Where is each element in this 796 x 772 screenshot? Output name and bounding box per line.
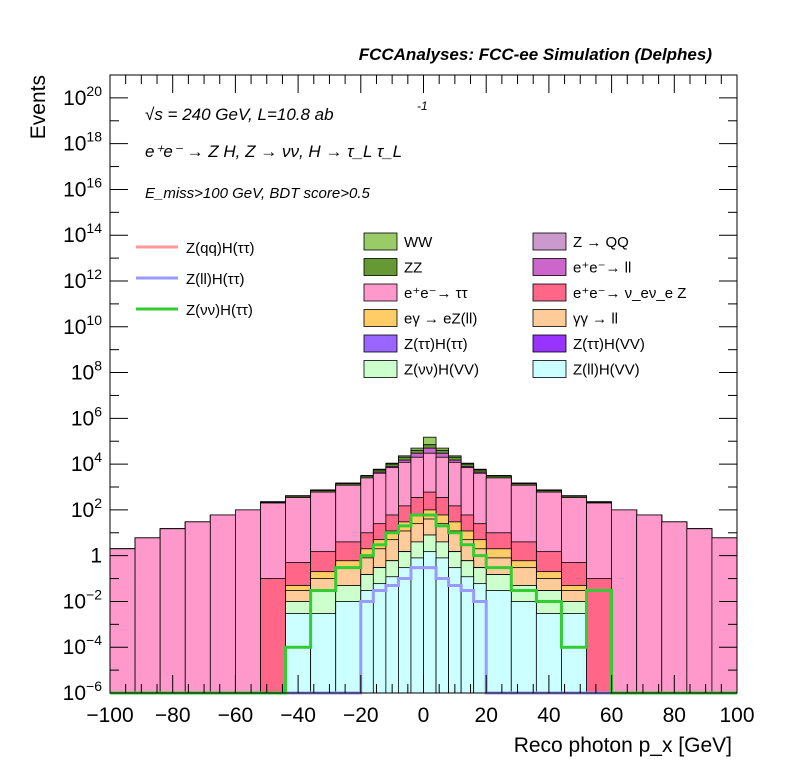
bar-e-e-	[686, 528, 713, 694]
bar-z-ll-h-vv-	[410, 557, 424, 694]
y-tick-label: 1014	[63, 220, 102, 247]
legend-box-swatch	[532, 232, 567, 251]
bar-e-e-	[636, 514, 663, 694]
y-tick-label: 1012	[63, 266, 102, 293]
annotation-process: e⁺e⁻ → Z H, Z → νν, H → τ_L τ_L	[145, 142, 402, 161]
annotation-energy: √s = 240 GeV, L=10.8 ab -1	[145, 99, 428, 124]
bar-z-ll-h-vv-	[510, 601, 537, 694]
stacked-bars	[109, 436, 738, 694]
legend-box-swatch	[532, 258, 567, 276]
bar-e-e-	[209, 514, 236, 694]
y-tick-label: 10−6	[63, 678, 103, 705]
x-tick-label: −100	[86, 704, 133, 727]
legend-box-swatch	[532, 283, 567, 302]
legend-box-swatch	[532, 309, 567, 327]
legend-label: Z(νν)H(VV)	[404, 362, 479, 379]
bar-e-e-	[184, 521, 211, 694]
legend-box-swatch	[532, 360, 567, 378]
bar-z-ll-h-vv-	[310, 613, 337, 694]
x-tick-label: −80	[155, 704, 191, 727]
legend-backgrounds-right: Z → QQ e⁺e⁻→ ll e⁺e⁻→ ν_eν_e Z γγ → ll Z(ττ)…	[532, 232, 686, 379]
legend-box-swatch	[363, 232, 398, 251]
legend-signals: Z(qq)H(ττ) Z(ll)H(ττ) Z(νν)H(ττ)	[136, 240, 255, 319]
legend-box-swatch	[363, 283, 398, 302]
bar-e-e-	[159, 528, 186, 694]
bar-z-ll-h-vv-	[335, 601, 362, 694]
y-tick-label: 106	[71, 403, 102, 430]
legend-label: Z(νν)H(ττ)	[186, 302, 253, 319]
x-axis-label: Reco photon p_x [GeV]	[514, 734, 732, 757]
legend-label: WW	[404, 234, 433, 251]
bar-z-ll-h-vv-	[460, 576, 475, 694]
y-tick-label: 104	[71, 449, 102, 476]
legend-label: eγ → eZ(ll)	[404, 311, 477, 328]
y-tick-label: 10−4	[63, 632, 103, 659]
legend-backgrounds-left: WW ZZ e⁺e⁻→ ττ eγ → eZ(ll) Z(ττ)H(ττ) Z(νν)H(…	[363, 232, 479, 379]
y-tick-label: 108	[71, 358, 102, 385]
y-tick-label: 1	[90, 545, 102, 568]
bar-e-e-	[661, 521, 688, 694]
svg-text:√s = 240 GeV, L=10.8 ab: √s = 240 GeV, L=10.8 ab	[145, 105, 334, 124]
x-tick-label: 80	[663, 704, 686, 727]
legend-label: e⁺e⁻→ ll	[573, 260, 631, 277]
x-tick-label: 40	[537, 704, 560, 727]
y-tick-label: 1016	[63, 174, 102, 201]
bar-z-ll-h-vv-	[385, 576, 399, 694]
x-tick-label: −40	[280, 704, 316, 727]
bar-e-e-	[711, 537, 738, 694]
y-tick-label: 102	[71, 495, 102, 522]
x-tick-label: −20	[343, 704, 379, 727]
svg-text:-1: -1	[417, 99, 428, 113]
signal-line-z-h-	[110, 513, 737, 695]
legend-box-swatch	[363, 360, 398, 378]
x-tick-label: −60	[218, 704, 254, 727]
legend-label: Z(ll)H(ττ)	[186, 271, 245, 288]
bar-e-e-e-e-z	[586, 578, 613, 694]
legend-label: ZZ	[404, 260, 422, 277]
legend-box-swatch	[363, 309, 398, 327]
x-tick-label: 60	[600, 704, 623, 727]
x-tick-label: 100	[719, 704, 754, 727]
annotation-cuts: E_miss>100 GeV, BDT score>0.5	[145, 185, 370, 202]
y-tick-label: 1018	[63, 129, 102, 156]
y-tick-label: 10−2	[63, 586, 103, 613]
legend-label: Z(qq)H(ττ)	[186, 240, 255, 257]
legend-label: Z → QQ	[573, 234, 629, 251]
bar-z-ll-h-vv-	[561, 613, 587, 694]
axes: −100 −80 −60 −40 −20 0 20 40 60 80 100 10−6 10−4 10−2…	[63, 74, 755, 727]
legend-label: e⁺e⁻→ ν_eν_e Z	[573, 285, 686, 302]
bar-e-e-	[109, 548, 136, 694]
bar-z-ll-h-vv-	[372, 583, 387, 694]
bar-z-ll-h-vv-	[485, 590, 512, 694]
bar-e-e-	[234, 509, 261, 694]
y-tick-label: 1020	[63, 83, 102, 110]
legend-label: Z(ττ)H(VV)	[573, 336, 645, 353]
bar-z-ll-h-vv-	[360, 590, 374, 694]
bar-z-ll-h-vv-	[398, 567, 412, 694]
legend-label: Z(ττ)H(ττ)	[404, 336, 468, 353]
x-tick-label: 0	[418, 704, 430, 727]
chart-header: FCCAnalyses: FCC-ee Simulation (Delphes)	[359, 45, 713, 64]
legend-label: Z(ll)H(VV)	[573, 362, 640, 379]
legend-label: γγ → ll	[573, 311, 618, 328]
bar-e-e-	[134, 537, 161, 694]
bar-z-ll-h-vv-	[423, 551, 437, 694]
legend-box-swatch	[532, 334, 567, 353]
x-tick-label: 20	[475, 704, 498, 727]
bar-e-e-	[611, 509, 638, 694]
legend-label: e⁺e⁻→ ττ	[404, 285, 468, 302]
legend-box-swatch	[363, 334, 398, 353]
bar-e-e-e-e-z	[260, 578, 286, 694]
y-tick-label: 1010	[63, 312, 102, 339]
legend-box-swatch	[363, 258, 398, 276]
y-axis-label: Events	[27, 75, 50, 139]
